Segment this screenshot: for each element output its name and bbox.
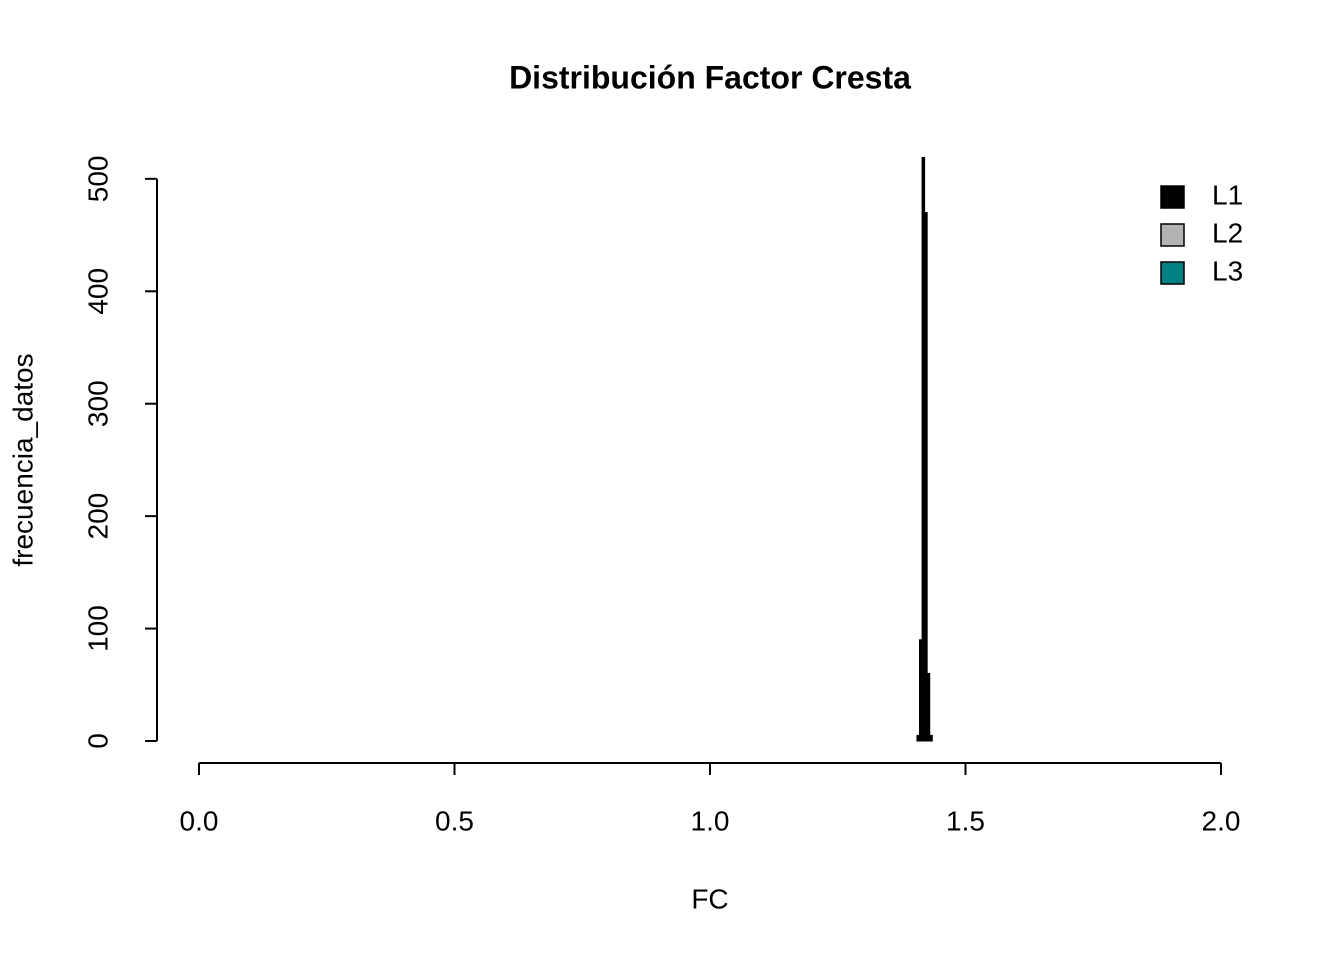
- x-axis-label: FC: [691, 883, 728, 914]
- legend-label: L3: [1212, 255, 1243, 286]
- legend-label: L1: [1212, 179, 1243, 210]
- y-axis-label: frecuencia_datos: [7, 353, 38, 566]
- x-tick-label: 1.5: [946, 805, 985, 836]
- chart-title: Distribución Factor Cresta: [509, 59, 911, 95]
- bar: [924, 212, 928, 742]
- legend-label: L2: [1212, 217, 1243, 248]
- bar: [929, 734, 933, 742]
- legend-swatch: [1160, 261, 1185, 285]
- y-tick-label: 200: [82, 493, 113, 540]
- legend-swatch: [1160, 185, 1185, 209]
- x-tick-label: 2.0: [1202, 805, 1241, 836]
- bar: [926, 673, 931, 742]
- y-tick-label: 300: [82, 380, 113, 427]
- x-tick-label: 0.5: [435, 805, 474, 836]
- y-tick-label: 100: [82, 605, 113, 652]
- y-tick-label: 400: [82, 268, 113, 315]
- legend-swatch: [1160, 223, 1185, 247]
- x-tick-label: 0.0: [180, 805, 219, 836]
- x-tick-label: 1.0: [691, 805, 730, 836]
- y-tick-label: 0: [82, 733, 113, 749]
- y-tick-label: 500: [82, 155, 113, 202]
